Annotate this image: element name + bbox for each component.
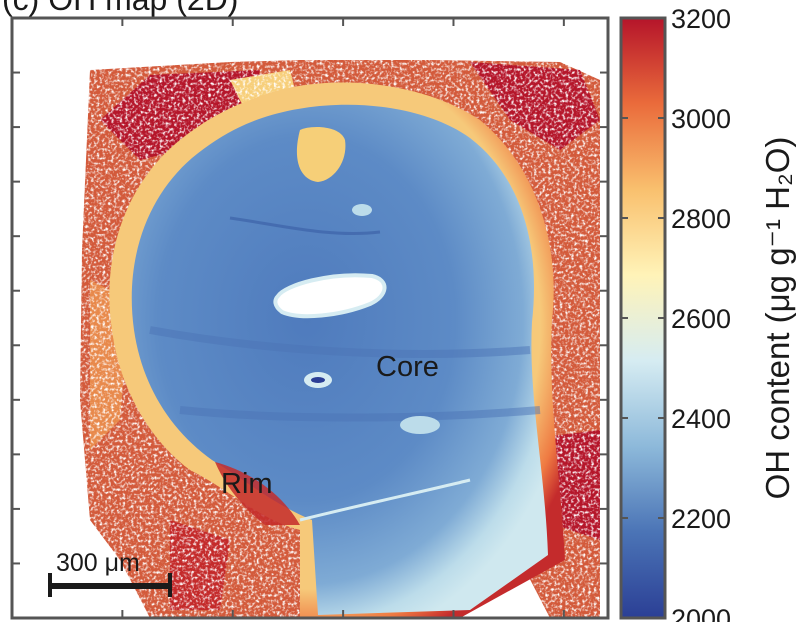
colorbar-tick-label: 2800 <box>671 204 731 234</box>
spot <box>400 416 440 434</box>
label-rim: Rim <box>221 468 273 500</box>
colorbar-tick-label: 3200 <box>671 4 731 34</box>
heatmap-area <box>12 18 608 618</box>
colorbar-tick-label: 2200 <box>671 504 731 534</box>
scale-bar-line <box>48 583 172 589</box>
colorbar-tick-label: 2000 <box>671 604 731 622</box>
colorbar-fill <box>621 18 665 618</box>
plot-frame <box>10 16 610 620</box>
chart-title: (c) OH map (2D) <box>2 0 238 17</box>
inclusion-hole <box>273 273 387 319</box>
colorbar-ticks: 2000 2200 2400 2600 2800 3000 3200 <box>621 4 731 622</box>
label-core: Core <box>376 351 439 383</box>
top-notch <box>296 127 346 182</box>
scale-bar: 300 μm <box>48 549 172 597</box>
colorbar-label: OH content (μg g⁻¹ H₂O) <box>759 137 796 500</box>
frame-ticks <box>12 18 608 618</box>
colorbar-tick-label: 3000 <box>671 104 731 134</box>
colorbar-tick-label: 2400 <box>671 404 731 434</box>
colorbar-tick-label: 2600 <box>671 304 731 334</box>
colorbar: 2000 2200 2400 2600 2800 3000 3200 OH content … <box>619 4 796 622</box>
spot <box>352 204 372 216</box>
scale-bar-label: 300 μm <box>56 549 140 577</box>
